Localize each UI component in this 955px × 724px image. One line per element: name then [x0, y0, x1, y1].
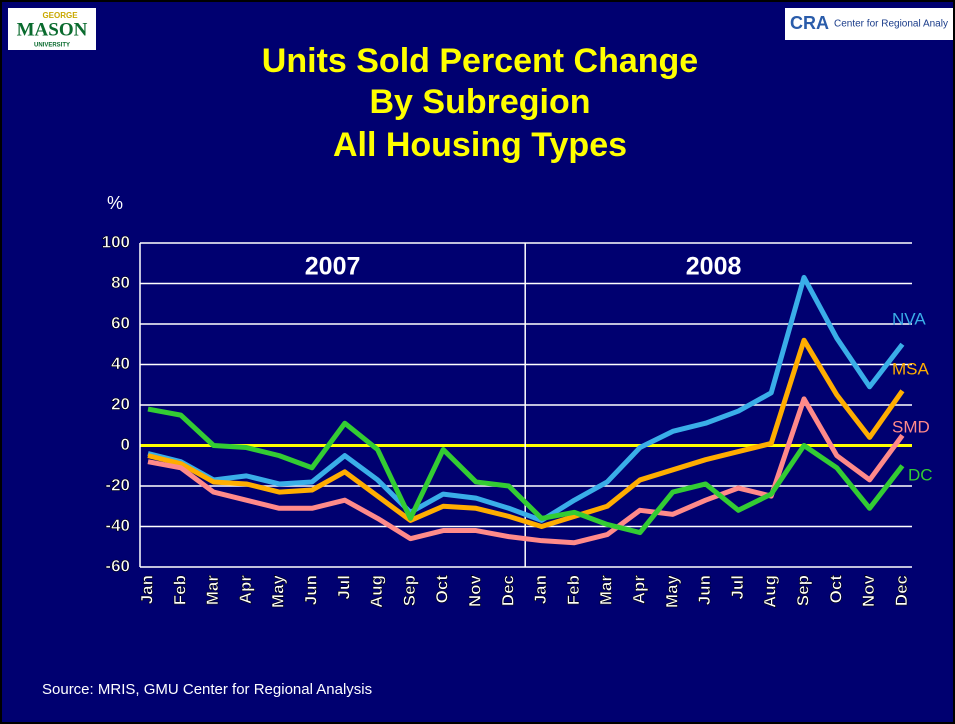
x-tick-label: Mar [597, 575, 616, 606]
source: Source: MRIS, GMU Center for Regional An… [42, 681, 372, 698]
y-tick-label: -20 [105, 475, 130, 494]
x-tick-label: Aug [761, 575, 780, 608]
x-tick-label: Sep [793, 575, 812, 606]
series-line [147, 406, 905, 536]
y-tick-label: 20 [111, 394, 130, 413]
x-tick-label: Nov [465, 574, 484, 607]
logo-right [785, 8, 953, 40]
series-line [147, 396, 905, 546]
x-tick-label: Mar [203, 575, 222, 606]
y-tick-label: 40 [111, 354, 130, 373]
x-tick-label: Jul [728, 575, 747, 600]
logo-left [8, 8, 96, 50]
y-tick-label: -40 [105, 516, 130, 535]
x-tick-label: May [269, 574, 288, 608]
x-tick-label: Oct [433, 575, 452, 604]
x-tick-label: Feb [170, 575, 189, 605]
x-tick-label: Jan [531, 575, 550, 604]
y-tick-label: 80 [111, 273, 130, 292]
y-tick-label: -60 [105, 556, 130, 575]
x-tick-label: Apr [236, 575, 255, 605]
logo-text: UNIVERSITY [34, 43, 70, 49]
x-tick-label: Dec [892, 575, 911, 606]
y-axis-label: % [107, 193, 123, 213]
x-tick-label: Dec [498, 575, 517, 606]
annotation: 2007 [305, 253, 361, 281]
y-tick-label: 0 [121, 435, 130, 454]
x-tick-label: Jun [301, 575, 320, 605]
x-tick-label: Jul [334, 575, 353, 600]
x-tick-label: Nov [859, 574, 878, 607]
title: All Housing Types [333, 126, 627, 164]
series-label: DC [908, 465, 933, 484]
x-tick-label: Aug [367, 575, 386, 608]
annotation: 2008 [686, 253, 742, 281]
x-tick-label: Oct [826, 575, 845, 604]
series-label: SMD [892, 417, 930, 436]
x-tick-label: Apr [629, 575, 648, 605]
x-tick-label: May [662, 574, 681, 608]
title: Units Sold Percent Change [262, 42, 698, 80]
series-line [147, 274, 905, 523]
logo-text: Center for Regional Analy [834, 19, 948, 30]
x-tick-label: Jan [137, 575, 156, 604]
series-label: MSA [892, 359, 930, 378]
x-tick-label: Sep [400, 575, 419, 606]
series-label: NVA [892, 309, 926, 328]
y-tick-label: 60 [111, 313, 130, 332]
series-line [147, 337, 905, 529]
x-tick-label: Jun [695, 575, 714, 605]
y-tick-label: 100 [102, 232, 130, 251]
logo-text: GEORGE [42, 11, 78, 20]
logo-text: MASON [17, 19, 88, 40]
title: By Subregion [369, 83, 590, 121]
x-tick-label: Feb [564, 575, 583, 605]
logo-text: CRA [790, 13, 829, 33]
